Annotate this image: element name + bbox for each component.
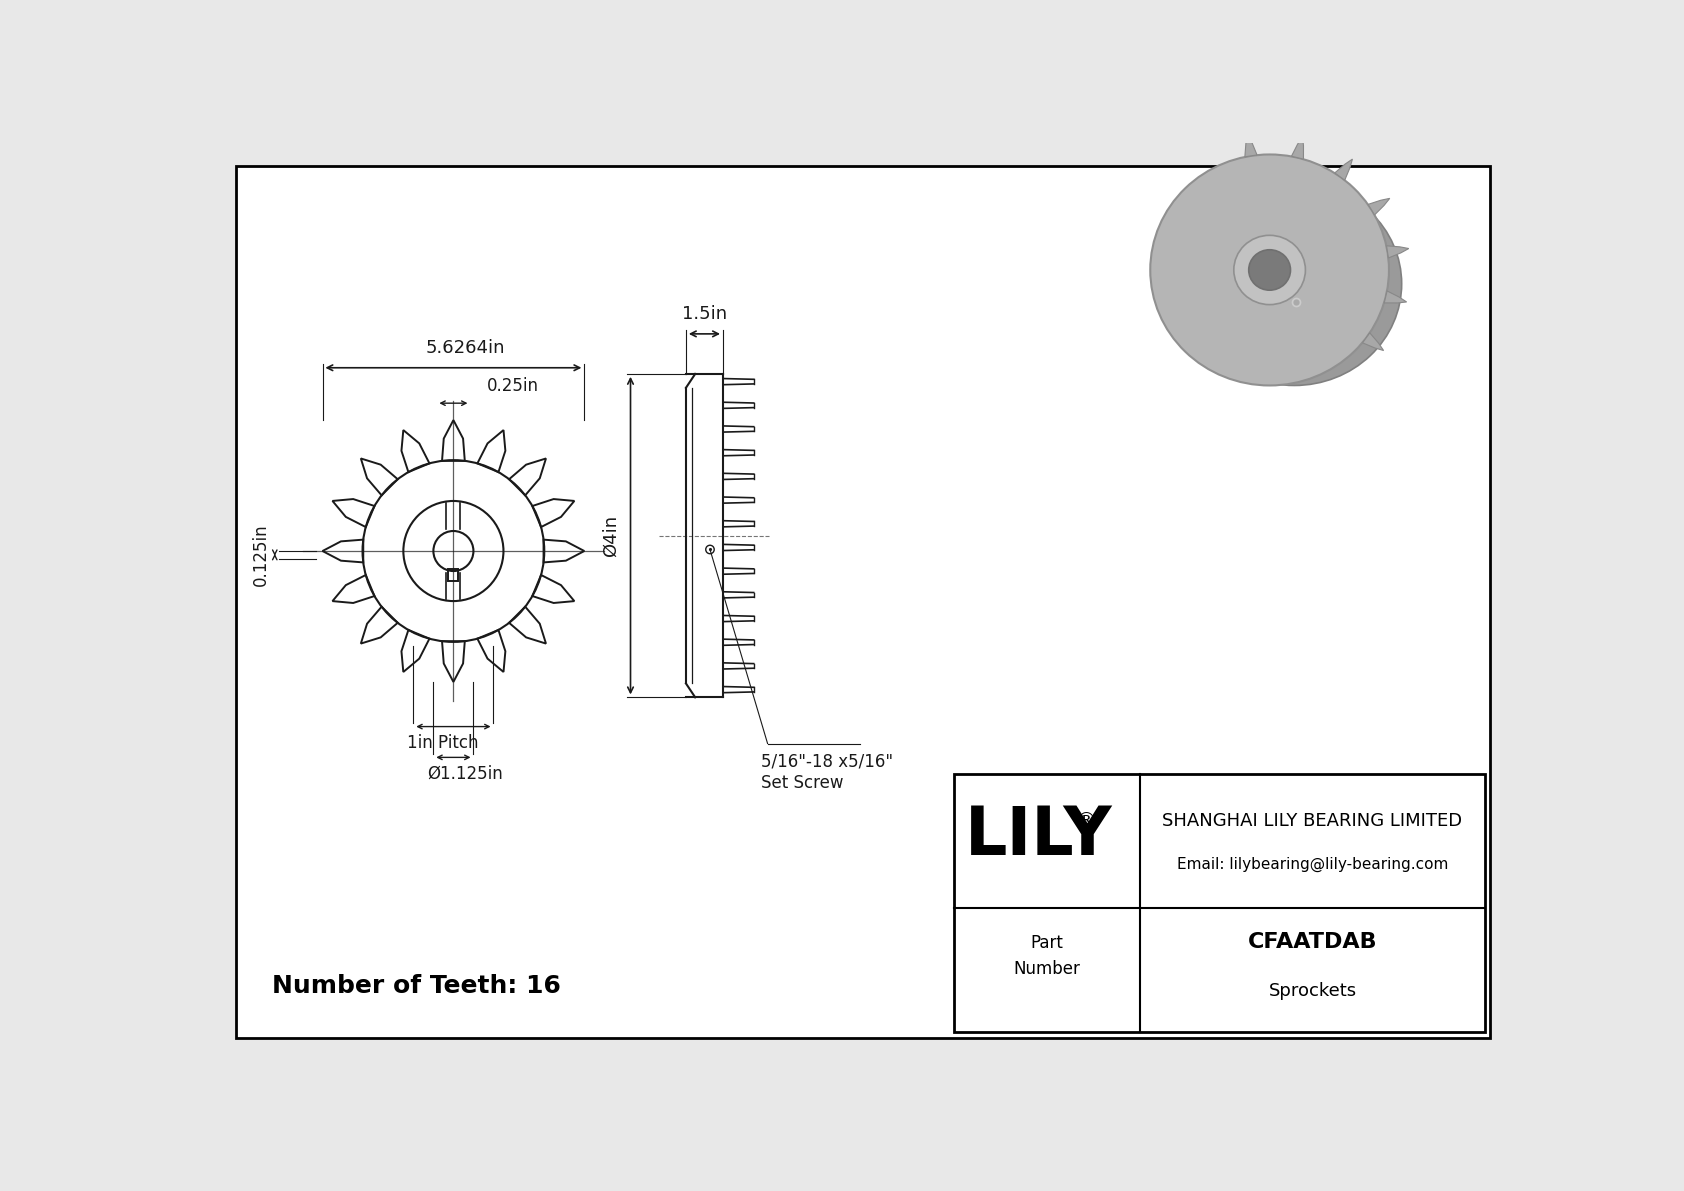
Text: 0.125in: 0.125in xyxy=(253,524,269,586)
Polygon shape xyxy=(1335,160,1352,180)
Ellipse shape xyxy=(1187,182,1401,386)
Text: Part: Part xyxy=(1031,934,1063,952)
Ellipse shape xyxy=(1250,250,1290,291)
Polygon shape xyxy=(1367,199,1389,214)
Bar xyxy=(448,569,458,581)
Text: SHANGHAI LILY BEARING LIMITED: SHANGHAI LILY BEARING LIMITED xyxy=(1162,812,1463,830)
Text: Email: lilybearing@lily-bearing.com: Email: lilybearing@lily-bearing.com xyxy=(1177,858,1448,872)
Text: 0.25in: 0.25in xyxy=(487,378,539,395)
Polygon shape xyxy=(1384,291,1406,303)
Text: 1.5in: 1.5in xyxy=(682,305,727,323)
Polygon shape xyxy=(1362,332,1384,350)
Text: Number of Teeth: 16: Number of Teeth: 16 xyxy=(273,974,561,998)
Polygon shape xyxy=(1244,135,1256,157)
Polygon shape xyxy=(1386,245,1410,258)
Text: 1in Pitch: 1in Pitch xyxy=(408,735,478,753)
Text: LILY: LILY xyxy=(965,803,1113,869)
Text: CFAATDAB: CFAATDAB xyxy=(1248,933,1378,952)
Ellipse shape xyxy=(1234,236,1305,305)
Text: Ø4in: Ø4in xyxy=(601,515,620,556)
Text: Sprockets: Sprockets xyxy=(1268,983,1357,1000)
Text: Ø1.125in: Ø1.125in xyxy=(428,765,504,782)
Ellipse shape xyxy=(1150,155,1389,386)
Text: ®: ® xyxy=(1074,811,1096,831)
Text: Number: Number xyxy=(1014,960,1081,978)
Bar xyxy=(953,774,1485,1033)
Text: 5.6264in: 5.6264in xyxy=(424,339,505,357)
Polygon shape xyxy=(1292,137,1303,160)
Text: 5/16"-18 x5/16"
Set Screw: 5/16"-18 x5/16" Set Screw xyxy=(761,753,894,792)
